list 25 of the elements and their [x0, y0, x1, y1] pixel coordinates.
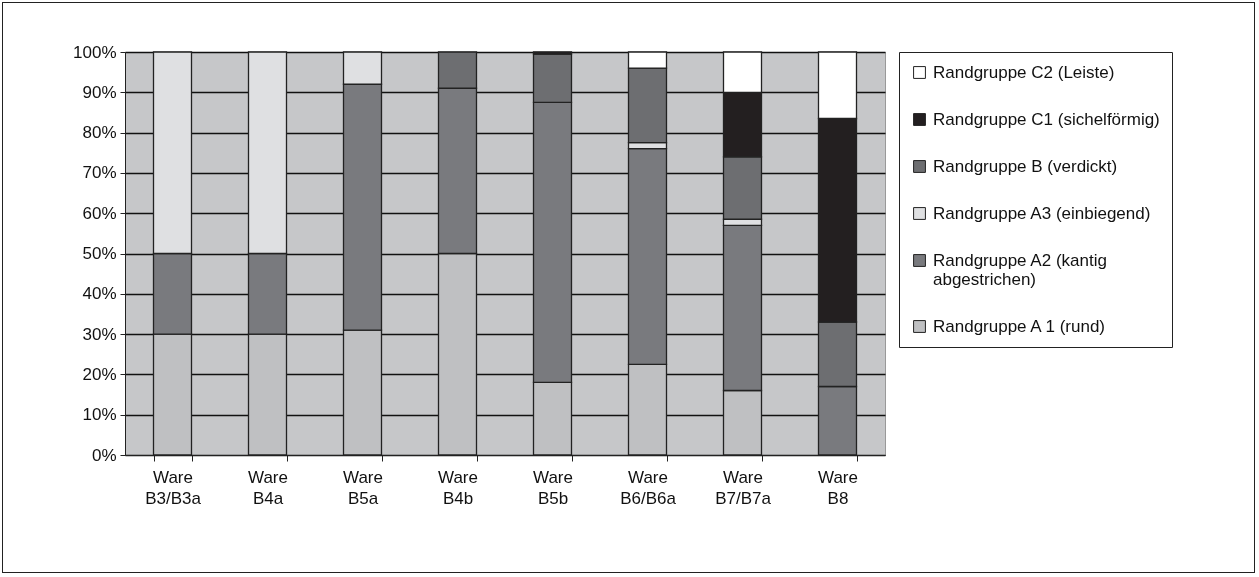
- x-tick-label: Ware B6/B6a: [620, 467, 677, 508]
- legend-label: Randgruppe A3 (einbiegend): [933, 203, 1151, 223]
- legend-label: Randgruppe A2 (kantig abgestrichen): [933, 250, 1107, 289]
- x-tick-label: Ware B4a: [248, 467, 288, 508]
- x-tick-label: Ware B8: [818, 467, 858, 508]
- y-tick-label: 30%: [82, 324, 117, 344]
- x-tick-label: Ware B4b: [438, 467, 478, 508]
- x-tick-label: Ware B3/B3a: [145, 467, 202, 508]
- y-tick-label: 100%: [73, 42, 117, 62]
- legend-label: Randgruppe C2 (Leiste): [933, 62, 1115, 82]
- y-tick-label: 60%: [82, 203, 117, 223]
- y-tick-label: 10%: [82, 405, 117, 425]
- y-tick-label: 90%: [82, 82, 117, 102]
- y-tick-label: 0%: [91, 445, 117, 465]
- x-tick-label: Ware B5a: [343, 467, 383, 508]
- y-tick-label: 80%: [82, 123, 117, 143]
- x-tick-label: Ware B5b: [533, 467, 573, 508]
- y-tick-label: 70%: [82, 163, 117, 183]
- legend-label: Randgruppe B (verdickt): [933, 156, 1118, 176]
- y-tick-label: 20%: [82, 364, 117, 384]
- legend-label: Randgruppe A 1 (rund): [933, 316, 1106, 336]
- y-tick-label: 50%: [82, 244, 117, 263]
- y-tick-label: 40%: [82, 284, 117, 304]
- x-tick-label: Ware B7/B7a: [715, 467, 772, 508]
- legend-label: Randgruppe C1 (sichelförmig): [933, 109, 1160, 129]
